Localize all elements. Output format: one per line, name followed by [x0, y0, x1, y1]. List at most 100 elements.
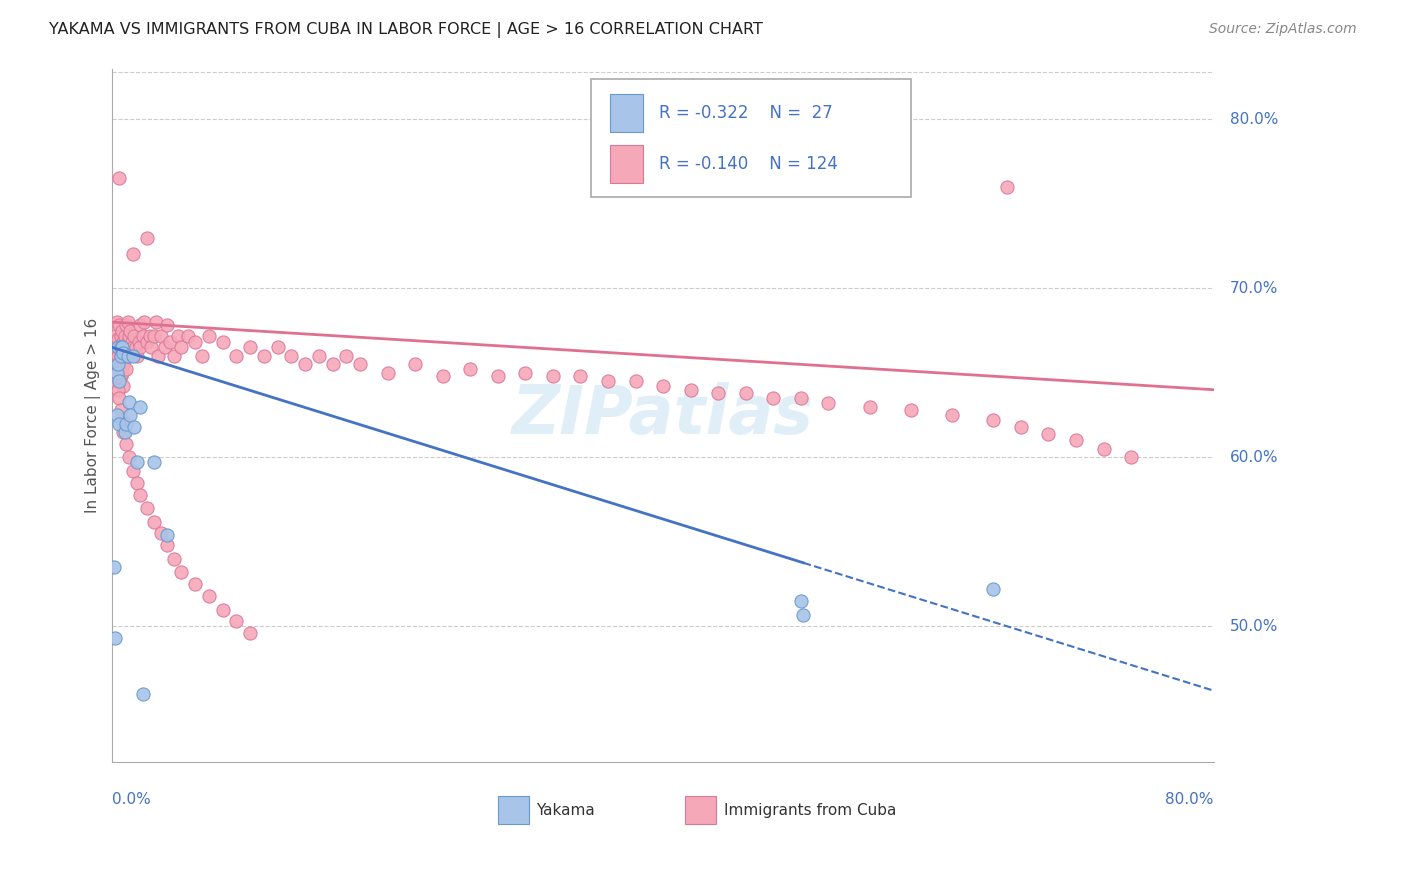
Point: [117, 349, 139, 363]
Point: [115, 417, 138, 431]
Point: [239, 341, 262, 355]
Point: [170, 341, 193, 355]
Point: [112, 345, 135, 359]
Point: [149, 328, 172, 343]
Point: [1064, 434, 1087, 448]
Point: [941, 408, 963, 422]
Point: [432, 369, 454, 384]
Point: [107, 369, 129, 384]
FancyBboxPatch shape: [610, 95, 643, 132]
Point: [515, 366, 537, 380]
Point: [107, 357, 129, 371]
Point: [128, 335, 150, 350]
Point: [111, 366, 134, 380]
Point: [129, 400, 152, 414]
Point: [108, 171, 131, 186]
Y-axis label: In Labor Force | Age > 16: In Labor Force | Age > 16: [86, 318, 101, 513]
Point: [197, 328, 219, 343]
Text: 70.0%: 70.0%: [1230, 281, 1278, 296]
Text: R = -0.140    N = 124: R = -0.140 N = 124: [658, 155, 838, 173]
Point: [107, 349, 129, 363]
Point: [163, 349, 186, 363]
Point: [121, 335, 143, 350]
Point: [900, 403, 922, 417]
Point: [122, 349, 145, 363]
Point: [110, 349, 132, 363]
Point: [103, 366, 125, 380]
Point: [108, 417, 131, 431]
Text: 60.0%: 60.0%: [1230, 450, 1278, 465]
Point: [129, 341, 152, 355]
Point: [115, 318, 138, 333]
Point: [111, 341, 134, 355]
Point: [105, 366, 128, 380]
Point: [117, 315, 139, 329]
Point: [124, 420, 146, 434]
Point: [308, 349, 330, 363]
Point: [1092, 442, 1115, 456]
Point: [167, 328, 190, 343]
Point: [107, 383, 129, 397]
Point: [707, 386, 730, 401]
Point: [105, 369, 128, 384]
Point: [142, 328, 165, 343]
Point: [153, 341, 176, 355]
Text: 80.0%: 80.0%: [1230, 112, 1278, 127]
Point: [118, 328, 141, 343]
Point: [107, 341, 129, 355]
Point: [1038, 426, 1060, 441]
Point: [225, 349, 247, 363]
Text: 0.0%: 0.0%: [112, 792, 152, 807]
Point: [163, 551, 186, 566]
Point: [112, 335, 135, 350]
Point: [110, 341, 132, 355]
Text: 50.0%: 50.0%: [1230, 619, 1278, 634]
Point: [1119, 450, 1142, 465]
Point: [127, 455, 149, 469]
Point: [404, 357, 426, 371]
Point: [1010, 420, 1032, 434]
Point: [225, 615, 247, 629]
Text: R = -0.322    N =  27: R = -0.322 N = 27: [658, 103, 832, 122]
Point: [114, 328, 136, 343]
Point: [117, 335, 139, 350]
Point: [107, 332, 129, 346]
Point: [156, 318, 179, 333]
Point: [110, 403, 132, 417]
Point: [120, 345, 142, 359]
Point: [596, 374, 619, 388]
Point: [127, 349, 149, 363]
Point: [211, 602, 233, 616]
Text: YAKAMA VS IMMIGRANTS FROM CUBA IN LABOR FORCE | AGE > 16 CORRELATION CHART: YAKAMA VS IMMIGRANTS FROM CUBA IN LABOR …: [49, 22, 763, 38]
Point: [177, 328, 200, 343]
Point: [114, 349, 136, 363]
Point: [122, 247, 145, 261]
Point: [156, 528, 179, 542]
Point: [652, 379, 675, 393]
Point: [983, 582, 1005, 597]
Point: [142, 515, 165, 529]
Point: [322, 357, 344, 371]
Point: [114, 425, 136, 439]
Point: [184, 577, 207, 591]
Point: [253, 349, 276, 363]
Point: [145, 315, 167, 329]
Point: [108, 341, 131, 355]
Point: [115, 362, 138, 376]
FancyBboxPatch shape: [498, 797, 529, 824]
Point: [105, 357, 128, 371]
Point: [104, 632, 127, 646]
Point: [105, 408, 128, 422]
Point: [120, 324, 142, 338]
Point: [184, 335, 207, 350]
Point: [105, 315, 128, 329]
Point: [239, 626, 262, 640]
Text: 80.0%: 80.0%: [1166, 792, 1213, 807]
Point: [280, 349, 302, 363]
Text: Source: ZipAtlas.com: Source: ZipAtlas.com: [1209, 22, 1357, 37]
Point: [125, 341, 148, 355]
Point: [138, 328, 160, 343]
FancyBboxPatch shape: [592, 78, 911, 197]
Point: [146, 349, 169, 363]
Point: [124, 328, 146, 343]
